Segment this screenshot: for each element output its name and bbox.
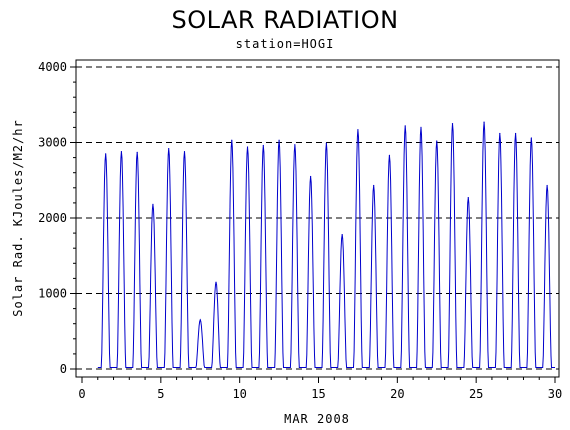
y-tick-label: 3000	[38, 136, 67, 150]
x-tick-label: 30	[548, 387, 562, 401]
daily-peak-point	[246, 146, 249, 148]
daily-peak-point	[530, 137, 532, 139]
daily-peak-point	[278, 139, 280, 141]
x-tick-label: 15	[311, 387, 325, 401]
daily-peak-point	[451, 123, 454, 125]
x-tick-label: 20	[390, 387, 404, 401]
daily-peak-point	[120, 150, 123, 153]
y-tick-label: 0	[60, 362, 67, 376]
x-tick-label: 5	[157, 387, 164, 401]
solar-radiation-line	[97, 122, 555, 368]
daily-peak-point	[404, 125, 406, 127]
daily-peak-point	[467, 197, 469, 199]
daily-peak-point	[373, 184, 375, 187]
daily-peak-point	[388, 154, 391, 156]
daily-peak-point	[105, 153, 107, 155]
x-tick-label: 10	[232, 387, 246, 401]
daily-peak-point	[199, 319, 201, 321]
series-solar-radiation	[97, 121, 555, 368]
daily-peak-point	[136, 151, 138, 153]
chart-title: SOLAR RADIATION	[171, 6, 399, 34]
y-tick-label: 4000	[38, 60, 67, 74]
daily-peak-point	[325, 142, 327, 144]
x-tick-label: 0	[78, 387, 85, 401]
daily-peak-point	[168, 147, 170, 150]
daily-peak-point	[294, 144, 296, 146]
axes: 0 1000 2000 3000 4000 0 5 10 15 20 25 30	[38, 59, 562, 401]
daily-peak-point	[215, 281, 217, 283]
daily-peak-point	[483, 121, 485, 123]
chart-subtitle: station=HOGI	[235, 37, 335, 51]
y-tick-label: 2000	[38, 211, 67, 225]
x-axis-title: MAR 2008	[284, 412, 350, 426]
gridlines	[76, 66, 559, 370]
daily-peak-point	[231, 139, 233, 141]
daily-peak-point	[514, 132, 517, 135]
daily-peak-point	[310, 175, 312, 178]
daily-peak-point	[183, 150, 186, 153]
daily-peak-point	[546, 184, 548, 187]
x-tick-label: 25	[469, 387, 483, 401]
daily-peak-point	[152, 203, 154, 206]
y-axis-title: Solar Rad. KJoules/M2/hr	[11, 119, 25, 316]
daily-peak-point	[420, 126, 422, 128]
daily-peak-point	[262, 144, 264, 147]
daily-peak-point	[357, 129, 359, 131]
y-tick-label: 1000	[38, 287, 67, 301]
daily-peak-point	[436, 140, 438, 142]
daily-peak-point	[341, 234, 343, 236]
daily-peak-point	[499, 132, 501, 135]
